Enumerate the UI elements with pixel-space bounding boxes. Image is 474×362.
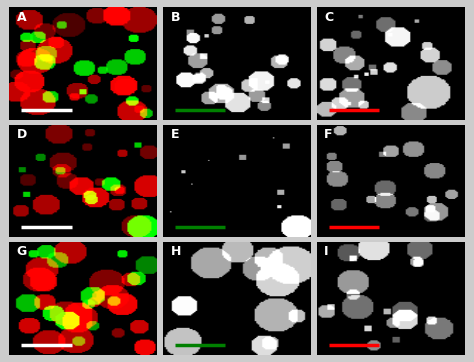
Text: C: C bbox=[324, 10, 333, 24]
Text: A: A bbox=[17, 10, 27, 24]
Text: B: B bbox=[171, 10, 180, 24]
Text: F: F bbox=[324, 128, 333, 141]
Text: E: E bbox=[171, 128, 179, 141]
Text: D: D bbox=[17, 128, 27, 141]
Text: H: H bbox=[171, 245, 181, 258]
Text: G: G bbox=[17, 245, 27, 258]
Text: I: I bbox=[324, 245, 328, 258]
